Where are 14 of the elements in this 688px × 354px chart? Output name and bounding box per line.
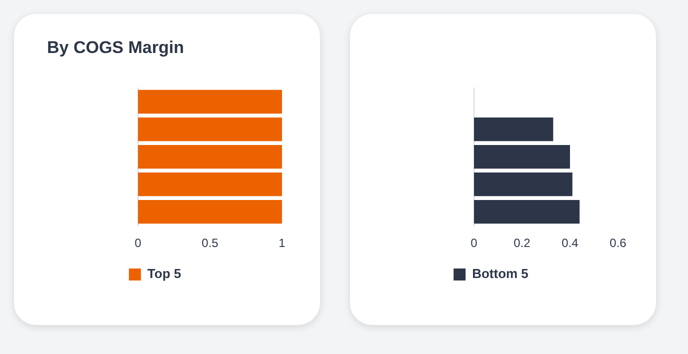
x-tick-label: 0: [134, 236, 142, 250]
x-tick-label: 0.4: [562, 236, 579, 250]
x-tick-label: 0: [470, 236, 478, 250]
chart-title: By COGS Margin: [47, 38, 184, 58]
x-tick-label: 0.5: [202, 236, 219, 250]
x-tick-label: 1: [278, 236, 286, 250]
bar: [474, 200, 580, 224]
x-tick-label: 0.2: [514, 236, 531, 250]
x-tick-label: 0.6: [610, 236, 627, 250]
bar: [474, 117, 554, 142]
legend-label: Top 5: [147, 266, 182, 282]
legend-label: Bottom 5: [472, 266, 528, 282]
bar: [474, 144, 570, 169]
bar: [474, 172, 572, 196]
